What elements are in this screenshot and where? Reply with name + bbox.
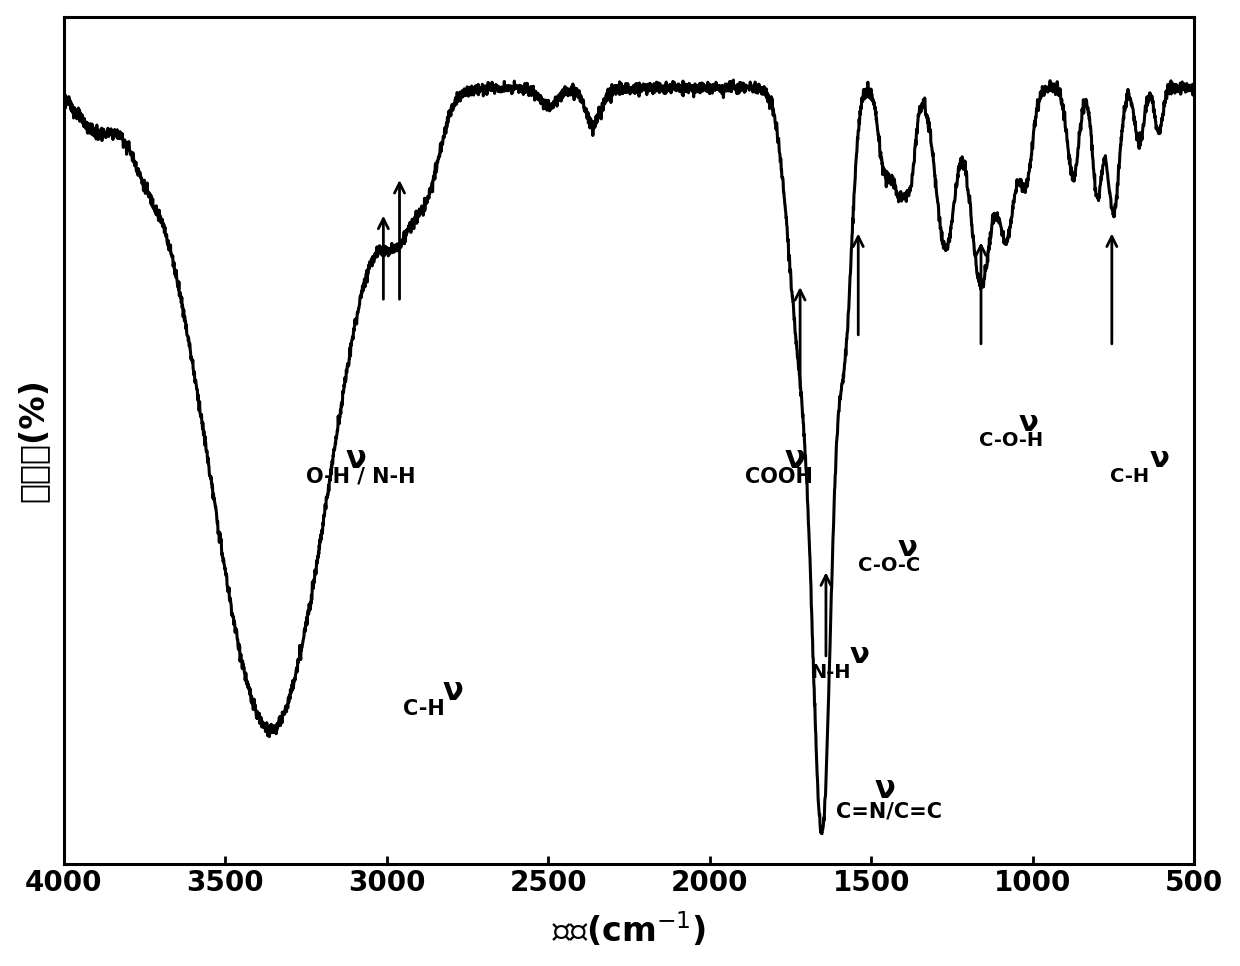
Text: C-O-C: C-O-C <box>858 556 920 575</box>
Text: C-H: C-H <box>1110 467 1149 486</box>
Y-axis label: 透过率(%): 透过率(%) <box>16 379 50 502</box>
Text: $\mathbf{\nu}$: $\mathbf{\nu}$ <box>848 640 869 668</box>
Text: C-O-H: C-O-H <box>980 431 1044 450</box>
Text: C-H: C-H <box>403 698 444 719</box>
Text: $\mathbf{\nu}$: $\mathbf{\nu}$ <box>784 444 805 473</box>
Text: N-H: N-H <box>810 663 851 682</box>
Text: $\mathbf{\nu}$: $\mathbf{\nu}$ <box>897 534 918 562</box>
Text: $\mathbf{\nu}$: $\mathbf{\nu}$ <box>1149 444 1169 472</box>
Text: O-H / N-H: O-H / N-H <box>306 467 415 487</box>
X-axis label: 波数(cm$^{-1}$): 波数(cm$^{-1}$) <box>552 911 706 950</box>
Text: C=N/C=C: C=N/C=C <box>836 802 941 821</box>
Text: $\mathbf{\nu}$: $\mathbf{\nu}$ <box>874 775 895 804</box>
Text: $\mathbf{\nu}$: $\mathbf{\nu}$ <box>345 444 366 473</box>
Text: COOH: COOH <box>745 467 813 487</box>
Text: $\mathbf{\nu}$: $\mathbf{\nu}$ <box>1018 409 1039 437</box>
Text: $\mathbf{\nu}$: $\mathbf{\nu}$ <box>441 676 463 705</box>
